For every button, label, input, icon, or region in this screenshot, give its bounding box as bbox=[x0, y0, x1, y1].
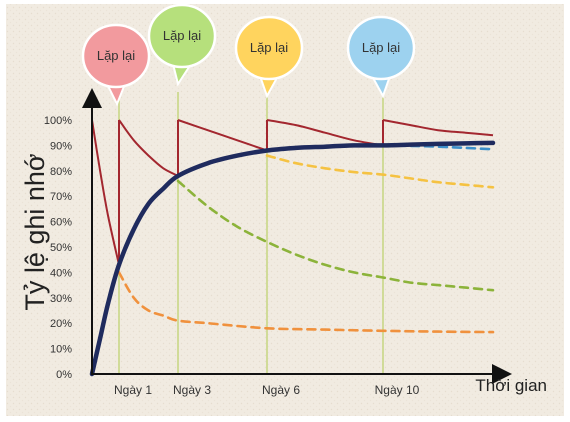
x-tick-label: Ngày 1 bbox=[114, 383, 152, 397]
forgetting-segment bbox=[118, 119, 179, 177]
y-tick-label: 100% bbox=[44, 115, 72, 127]
review-bubbles: Lặp lại Lặp lại Lặp lại Lặp lại bbox=[81, 3, 416, 107]
forgetting-segment bbox=[177, 119, 268, 152]
bubble-label: Lặp lại bbox=[362, 40, 400, 55]
review-bubble: Lặp lại bbox=[147, 3, 217, 87]
bubble-body bbox=[234, 15, 304, 81]
bubble-body bbox=[147, 3, 217, 69]
x-tick-label: Ngày 10 bbox=[375, 383, 420, 397]
y-tick-label: 10% bbox=[50, 344, 72, 356]
y-tick-label: 50% bbox=[50, 242, 72, 254]
decay-curve bbox=[176, 179, 495, 292]
y-tick-label: 20% bbox=[50, 318, 72, 330]
bubble-label: Lặp lại bbox=[97, 48, 135, 63]
bubble-body bbox=[346, 15, 416, 81]
x-axis-label: Thời gian bbox=[475, 376, 547, 395]
review-bubble: Lặp lại bbox=[346, 15, 416, 99]
bubble-label: Lặp lại bbox=[250, 40, 288, 55]
x-ticks: Ngày 1 Ngày 3 Ngày 6 Ngày 10 bbox=[114, 383, 420, 397]
forgetting-segment bbox=[382, 119, 494, 137]
retention-curve bbox=[89, 140, 496, 377]
y-tick-label: 80% bbox=[50, 166, 72, 178]
y-tick-label: 70% bbox=[50, 191, 72, 203]
y-tick-label: 90% bbox=[50, 140, 72, 152]
x-tick-label: Ngày 3 bbox=[173, 383, 211, 397]
y-tick-label: 40% bbox=[50, 267, 72, 279]
forgetting-segment bbox=[266, 119, 384, 147]
y-ticks: 0% 10% 20% 30% 40% 50% 60% 70% 80% 90% 100% bbox=[44, 115, 72, 381]
y-tick-label: 30% bbox=[50, 293, 72, 305]
x-tick-label: Ngày 6 bbox=[262, 383, 300, 397]
y-tick-label: 0% bbox=[56, 369, 72, 381]
review-bubble: Lặp lại bbox=[81, 23, 151, 107]
decay-curve bbox=[265, 154, 495, 189]
curve-layer bbox=[89, 119, 496, 377]
bubble-body bbox=[81, 23, 151, 89]
decay-curve bbox=[117, 271, 495, 334]
y-axis-label: Tỷ lệ ghi nhớ bbox=[20, 153, 50, 310]
review-bubble: Lặp lại bbox=[234, 15, 304, 99]
forgetting-segment bbox=[91, 119, 120, 266]
y-tick-label: 60% bbox=[50, 217, 72, 229]
axes bbox=[82, 88, 512, 384]
bubble-label: Lặp lại bbox=[163, 28, 201, 43]
